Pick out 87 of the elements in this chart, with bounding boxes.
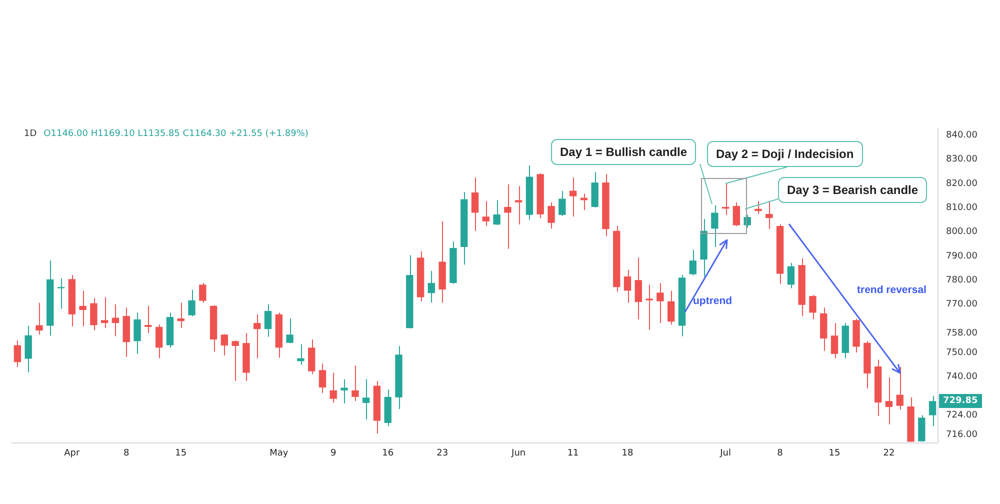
y-tick-label: 770.00 bbox=[946, 300, 978, 310]
candlestick bbox=[548, 202, 555, 230]
x-tick-label: 18 bbox=[622, 448, 634, 459]
annotation: trend reversal bbox=[857, 284, 926, 296]
x-tick-label: 9 bbox=[330, 448, 337, 459]
candlestick bbox=[482, 200, 490, 226]
annotation: Day 1 = Bullish candle bbox=[551, 139, 696, 165]
candlestick bbox=[79, 290, 86, 327]
candlestick bbox=[232, 340, 239, 382]
candlestick bbox=[144, 305, 152, 334]
candlestick bbox=[199, 282, 206, 304]
y-tick-label: 840.00 bbox=[946, 130, 978, 141]
x-tick-label: 8 bbox=[124, 448, 130, 459]
candlestick bbox=[830, 322, 838, 359]
candlestick bbox=[514, 186, 522, 226]
candlestick bbox=[732, 202, 740, 226]
candlestick bbox=[36, 302, 43, 336]
candlestick bbox=[340, 378, 348, 404]
candlestick bbox=[885, 376, 893, 425]
y-tick-label: 820.00 bbox=[946, 178, 978, 189]
annotation: 729.85 bbox=[939, 394, 982, 408]
x-tick-label: 22 bbox=[883, 448, 895, 459]
candlestick bbox=[787, 262, 795, 289]
candlestick bbox=[362, 378, 370, 420]
candlestick bbox=[634, 257, 642, 320]
candlestick bbox=[558, 190, 566, 216]
candlestick bbox=[896, 366, 904, 410]
y-tick-label: 740.00 bbox=[946, 372, 978, 382]
annotation: 1D bbox=[24, 129, 37, 139]
candlestick bbox=[656, 282, 664, 324]
candlestick bbox=[504, 184, 512, 250]
annotation: uptrend bbox=[693, 295, 732, 307]
y-tick-label: 750.00 bbox=[946, 348, 978, 358]
x-tick-label: 23 bbox=[436, 448, 448, 459]
candlestick bbox=[624, 269, 632, 304]
annotation: Day 2 = Doji / Indecision bbox=[707, 141, 863, 167]
candlestick bbox=[57, 278, 65, 310]
candlestick bbox=[220, 334, 228, 356]
candlestick bbox=[766, 200, 773, 230]
candlestick bbox=[308, 338, 316, 375]
candlestick bbox=[155, 324, 163, 359]
candlestick bbox=[101, 296, 108, 329]
annotation: Day 3 = Bearish candle bbox=[778, 177, 928, 203]
candlestick bbox=[428, 270, 436, 304]
candlestick bbox=[254, 314, 261, 359]
candlestick bbox=[286, 318, 294, 344]
candlestick bbox=[112, 304, 120, 337]
candlestick bbox=[928, 395, 936, 427]
candlestick bbox=[352, 365, 359, 402]
y-tick-label: 758.00 bbox=[946, 328, 978, 339]
y-tick-label: 724.00 bbox=[946, 410, 978, 421]
y-tick-label: 790.00 bbox=[946, 251, 978, 262]
candlestick bbox=[569, 176, 577, 218]
candlestick bbox=[134, 312, 141, 354]
x-tick-label: 15 bbox=[828, 448, 840, 459]
candlestick bbox=[689, 249, 696, 276]
candlestick bbox=[264, 304, 272, 338]
candlestick bbox=[711, 204, 718, 248]
x-tick-label: Apr bbox=[64, 448, 80, 459]
y-tick-label: 716.00 bbox=[946, 430, 978, 440]
x-tick-label: May bbox=[270, 448, 289, 459]
x-tick-label: Jul bbox=[719, 448, 731, 459]
candlestick bbox=[318, 363, 326, 394]
candlestick bbox=[188, 289, 196, 317]
candlestick bbox=[90, 298, 98, 331]
candlestick bbox=[646, 284, 653, 330]
x-tick-label: 8 bbox=[777, 448, 784, 459]
candlestick bbox=[297, 344, 304, 366]
x-tick-label: 15 bbox=[175, 448, 187, 459]
y-tick-label: 810.00 bbox=[946, 203, 978, 213]
y-tick-label: 830.00 bbox=[946, 154, 978, 165]
y-tick-label: 780.00 bbox=[946, 275, 978, 286]
candlestick bbox=[754, 200, 762, 214]
candlestick bbox=[918, 414, 926, 442]
x-tick-label: 16 bbox=[382, 448, 394, 459]
candlestick bbox=[24, 325, 32, 373]
candlestick bbox=[809, 294, 816, 320]
candlestick bbox=[177, 302, 184, 329]
y-tick-label: 800.00 bbox=[946, 227, 978, 238]
x-tick-label: 11 bbox=[567, 448, 579, 459]
candlestick bbox=[471, 176, 479, 232]
candlestick bbox=[668, 290, 675, 325]
annotation: O1146.00 H1169.10 L1135.85 C1164.30 +21.55 (+1.89%) bbox=[44, 129, 308, 139]
candlestick bbox=[330, 372, 337, 404]
candlestick bbox=[493, 200, 500, 226]
x-tick-label: Jun bbox=[510, 448, 526, 459]
candlestick bbox=[14, 340, 22, 368]
